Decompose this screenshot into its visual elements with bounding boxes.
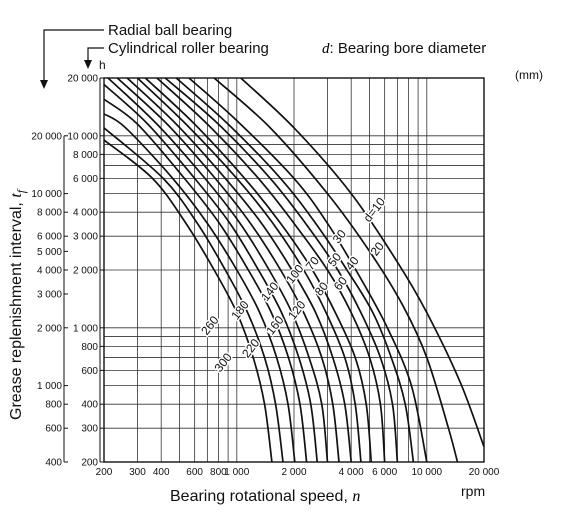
curve-d-140 (107, 78, 329, 462)
curves (104, 78, 484, 462)
cylindrical-tick-label: 400 (81, 400, 98, 411)
curve-d-260 (104, 127, 284, 462)
radial-tick-label: 600 (45, 424, 62, 435)
radial-tick-label: 800 (45, 400, 62, 411)
x-axis-unit: rpm (461, 483, 485, 499)
radial-tick-label: 3 000 (37, 289, 62, 300)
curve-label-50: 50 (325, 250, 344, 269)
x-tick-label: 6 000 (372, 467, 397, 478)
cylindrical-tick-label: 10 000 (67, 131, 98, 142)
curve-d-10 (240, 78, 484, 448)
radial-scale-pointer (43, 29, 104, 82)
curve-label-30: 30 (330, 227, 349, 246)
curve-label-80: 80 (312, 279, 331, 298)
legend-unit: (mm) (515, 68, 543, 82)
curve-label-120: 120 (285, 298, 309, 323)
bore-diameter-text: : Bearing bore diameter (330, 40, 487, 57)
curve-label-60: 60 (331, 274, 350, 293)
curve-label-140: 140 (258, 279, 282, 304)
curve-d-30 (188, 78, 428, 462)
x-tick-label: 300 (129, 467, 146, 478)
x-tick-label: 10 000 (412, 467, 443, 478)
radial-tick-label: 5 000 (37, 247, 62, 258)
cylindrical-tick-label: 20 000 (67, 74, 98, 85)
y-axis-subscript: f (14, 188, 28, 193)
title-radial-ball-bearing: Radial ball bearing (108, 22, 232, 39)
cylindrical-tick-label: 1 000 (73, 323, 98, 334)
curve-d-180 (104, 98, 308, 462)
curve-d-20 (213, 78, 459, 462)
x-axis-title-text: Bearing rotational speed, (170, 488, 352, 505)
x-axis-symbol: n (352, 488, 360, 505)
curve-d-50 (164, 78, 399, 462)
cylindrical-scale-arrowhead (84, 60, 92, 69)
y-axis-title: Grease replenishment interval, tf (8, 188, 28, 420)
x-tick-label: 400 (153, 467, 170, 478)
curve-d-100 (126, 78, 353, 462)
hour-unit: h (99, 58, 106, 72)
cylindrical-scale-pointer (87, 47, 104, 62)
x-tick-label: 800 (210, 467, 227, 478)
plot-frame (103, 77, 485, 463)
cylindrical-tick-label: 200 (81, 458, 98, 469)
bore-diameter-symbol: d (322, 41, 330, 57)
curve-label-300: 300 (211, 350, 235, 375)
y-axis-symbol: t (8, 193, 25, 198)
radial-tick-label: 6 000 (37, 232, 62, 243)
curve-d-220 (104, 113, 296, 462)
x-axis-title: Bearing rotational speed, n (170, 488, 360, 505)
radial-scale-arrowhead (40, 80, 48, 89)
radial-tick-label: 400 (45, 458, 62, 469)
x-tick-label: 2 000 (281, 467, 306, 478)
bore-diameter-note: d: Bearing bore diameter (322, 40, 486, 57)
radial-tick-label: 10 000 (31, 189, 62, 200)
x-tick-label: 200 (96, 467, 113, 478)
cylindrical-tick-label: 600 (81, 366, 98, 377)
x-tick-label: 4 000 (339, 467, 364, 478)
x-tick-label: 600 (186, 467, 203, 478)
curve-d-300 (104, 139, 273, 462)
cylindrical-tick-label: 300 (81, 424, 98, 435)
radial-tick-label: 2 000 (37, 323, 62, 334)
curve-d-40 (175, 78, 415, 462)
radial-tick-label: 20 000 (31, 131, 62, 142)
curve-d-160 (104, 83, 319, 462)
y-axis-title-text: Grease replenishment interval, (8, 198, 25, 420)
cylindrical-tick-label: 6 000 (73, 174, 98, 185)
cylindrical-tick-label: 8 000 (73, 150, 98, 161)
curve-d-70 (144, 78, 373, 462)
radial-tick-label: 4 000 (37, 266, 62, 277)
x-tick-label: 20 000 (469, 467, 500, 478)
cylindrical-tick-label: 3 000 (73, 232, 98, 243)
radial-tick-label: 1 000 (37, 381, 62, 392)
radial-tick-label: 8 000 (37, 208, 62, 219)
curve-d-80 (136, 78, 362, 462)
curve-label-10: d=10 (360, 195, 388, 225)
curve-d-120 (116, 78, 340, 462)
title-cylindrical-roller-bearing: Cylindrical roller bearing (108, 40, 269, 57)
curve-d-60 (156, 78, 386, 462)
cylindrical-tick-label: 800 (81, 342, 98, 353)
cylindrical-tick-label: 4 000 (73, 208, 98, 219)
x-tick-label: 1 000 (224, 467, 249, 478)
cylindrical-tick-label: 2 000 (73, 266, 98, 277)
